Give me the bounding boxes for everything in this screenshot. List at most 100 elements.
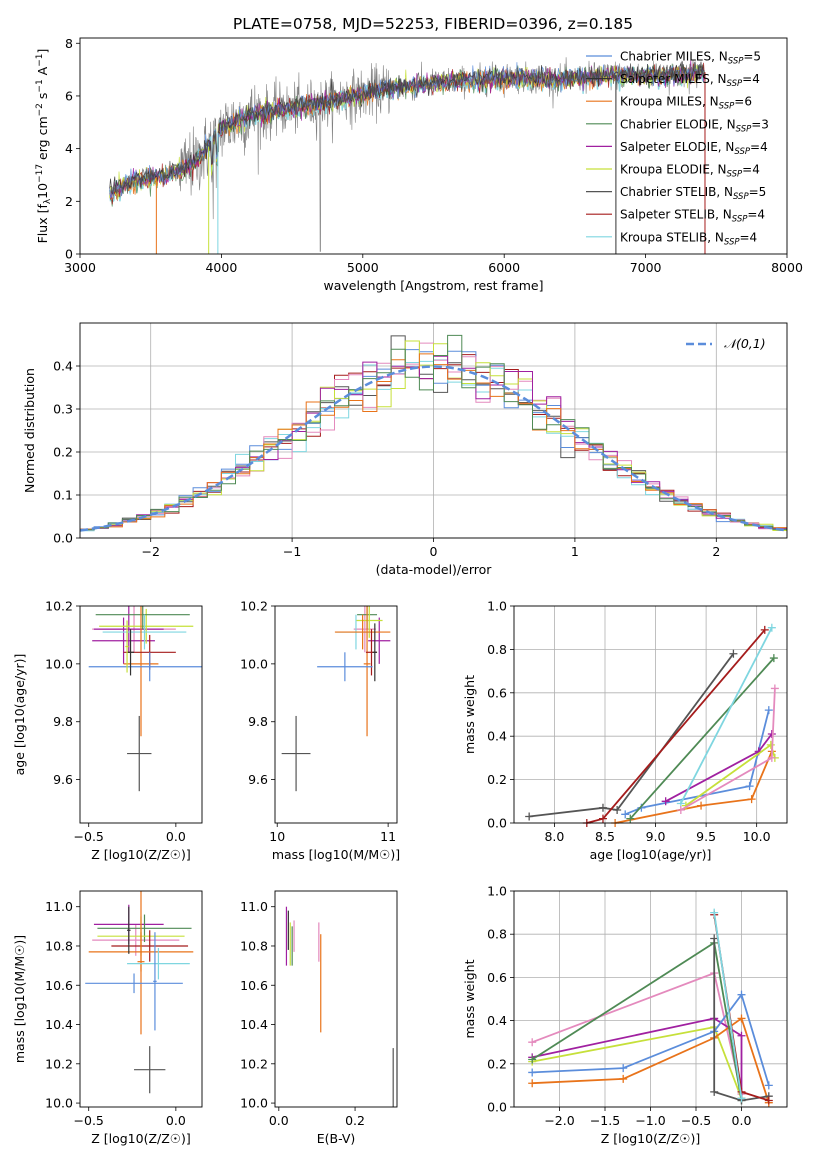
- weight-marker: [619, 1064, 628, 1073]
- x-tick-label: 1: [571, 544, 579, 559]
- y-tick-label: 9.8: [53, 714, 73, 729]
- x-tick-label: 10.0: [743, 829, 771, 844]
- weight-marker: [697, 801, 706, 810]
- x-tick-label: 11: [380, 829, 396, 844]
- legend-entry: Kroupa ELODIE, NSSP=4: [620, 163, 760, 180]
- weight-marker: [767, 753, 776, 762]
- residuals-axes: −2 −1 0 1 2 0.0 0.1 0.2 0.3 0.4 (data-model)/error…: [22, 322, 788, 577]
- weight-marker: [760, 625, 769, 634]
- age_vs_mass-plot: [281, 606, 391, 792]
- y-tick-label: 10.2: [45, 599, 73, 614]
- y-tick-label: 0.2: [487, 1056, 507, 1071]
- y-tick-label: 0: [65, 247, 73, 262]
- weight-line-chabrier_stelib: [713, 938, 769, 1102]
- y-tick-label: 1.0: [487, 884, 507, 899]
- normal-curve: [80, 365, 787, 532]
- y-tick-label: 2: [65, 194, 73, 209]
- y-tick-label: 9.6: [53, 772, 73, 787]
- y-tick-label: 9.6: [248, 772, 268, 787]
- y-tick-label: 11.0: [45, 899, 73, 914]
- legend-entry: 𝒩(0,1): [724, 336, 766, 351]
- x-axis-label: Z [log10(Z/Z☉)]: [91, 847, 191, 862]
- weight-marker: [764, 706, 773, 715]
- legend-entry: Salpeter ELODIE, NSSP=4: [620, 140, 768, 157]
- x-tick-label: 9.5: [696, 829, 716, 844]
- legend-entry: Kroupa MILES, NSSP=6: [620, 95, 752, 112]
- x-axis-label: (data-model)/error: [376, 562, 493, 577]
- y-tick-label: 0.0: [487, 1100, 507, 1115]
- x-tick-label: 2: [712, 544, 720, 559]
- y-axis-label: age [log10(age/yr)]: [12, 654, 27, 776]
- x-axis-label: E(B-V): [317, 1131, 356, 1146]
- y-tick-label: 10.4: [240, 1017, 268, 1032]
- x-tick-label: 10: [269, 829, 285, 844]
- y-tick-label: 4: [65, 141, 73, 156]
- x-axis-label: mass [log10(M/M☉)]: [272, 847, 400, 862]
- weight-marker: [528, 1079, 537, 1088]
- y-tick-label: 10.6: [45, 978, 73, 993]
- y-tick-label: 0.6: [487, 970, 507, 985]
- y-tick-label: 10.6: [240, 978, 268, 993]
- y-tick-label: 0.3: [53, 402, 73, 417]
- legend-entry: Chabrier MILES, NSSP=5: [620, 50, 761, 67]
- axes-frame: [513, 890, 788, 1108]
- legend-entry: Chabrier ELODIE, NSSP=3: [620, 117, 769, 134]
- mass_vs_z-plot: [85, 891, 194, 1094]
- model-spectrum-chabrier_stelib: [109, 61, 705, 194]
- mass_weight_vs_age-plot: [525, 623, 779, 827]
- y-tick-label: 11.0: [240, 899, 268, 914]
- weight-marker: [737, 990, 746, 999]
- x-axis-label: age [log10(age/yr)]: [590, 847, 712, 862]
- axes-frame: [274, 605, 398, 824]
- weight-marker: [737, 1094, 746, 1103]
- x-tick-label: 8.5: [595, 829, 615, 844]
- spectrum-plot: [109, 57, 706, 254]
- y-tick-label: 10.0: [45, 656, 73, 671]
- weight-marker: [764, 1096, 773, 1105]
- x-tick-label: −1: [283, 544, 301, 559]
- y-tick-label: 10.8: [240, 938, 268, 953]
- x-axis-label: Z [log10(Z/Z☉)]: [91, 1131, 191, 1146]
- y-tick-label: 10.2: [45, 1056, 73, 1071]
- axes-frame: [79, 890, 203, 1108]
- weight-marker: [598, 814, 607, 823]
- y-tick-label: 0.2: [53, 445, 73, 460]
- weight-marker: [767, 623, 776, 632]
- y-tick-label: 0.4: [487, 729, 507, 744]
- x-tick-label: −2.0: [544, 1113, 574, 1128]
- weight-marker: [766, 740, 775, 749]
- weight-marker: [626, 814, 635, 823]
- x-tick-label: 5000: [347, 260, 379, 275]
- y-tick-label: 0.0: [53, 531, 73, 546]
- y-tick-label: 0.6: [487, 685, 507, 700]
- weight-line-chabrier_stelib: [529, 653, 735, 818]
- mass_vs_ebv-plot: [285, 906, 394, 1107]
- weight-marker: [613, 805, 622, 814]
- axes-frame: [513, 605, 788, 824]
- weight-marker: [619, 1074, 628, 1083]
- weight-marker: [764, 1081, 773, 1090]
- weight-marker: [621, 810, 630, 819]
- weight-marker: [745, 782, 754, 791]
- x-tick-label: 8.0: [544, 829, 564, 844]
- weight-marker: [729, 649, 738, 658]
- weight-line-chabrier_elodie: [629, 657, 775, 820]
- x-tick-label: −0.5: [74, 829, 104, 844]
- x-tick-label: −0.5: [681, 1113, 711, 1128]
- x-tick-label: 4000: [205, 260, 237, 275]
- y-tick-label: 10.8: [45, 938, 73, 953]
- weight-line-salpeter_stelib: [586, 629, 766, 824]
- weight-marker: [770, 684, 779, 693]
- legend-entry: Kroupa STELIB, NSSP=4: [620, 230, 757, 247]
- x-tick-label: 0.2: [345, 1113, 365, 1128]
- y-tick-label: 0.1: [53, 488, 73, 503]
- y-tick-label: 6: [65, 88, 73, 103]
- x-tick-label: 0.0: [166, 1113, 186, 1128]
- figure-title: PLATE=0758, MJD=52253, FIBERID=0396, z=0…: [233, 15, 633, 33]
- legend-entry: Salpeter MILES, NSSP=4: [620, 72, 760, 89]
- weight-line-chabrier_elodie: [531, 941, 743, 1101]
- axes-frame: [79, 37, 788, 255]
- y-tick-label: 10.0: [240, 1096, 268, 1111]
- y-axis-label: mass [log10(M/M☉)]: [12, 935, 27, 1063]
- x-tick-label: 8000: [771, 260, 803, 275]
